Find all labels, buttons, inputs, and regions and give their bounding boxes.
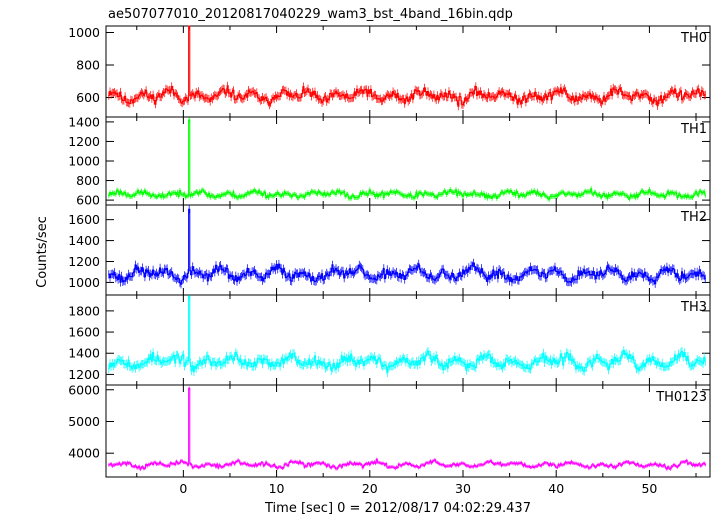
y-tick-label: 600 <box>76 193 100 208</box>
panel-frame <box>105 294 711 386</box>
y-tick-label: 1400 <box>68 233 100 248</box>
light-curve-line <box>108 387 706 470</box>
series-label: TH2 <box>680 210 707 225</box>
error-bars <box>108 205 706 289</box>
error-bars <box>108 26 706 111</box>
y-tick-label: 1800 <box>68 303 100 318</box>
chart-title: ae507077010_20120817040229_wam3_bst_4ban… <box>108 7 513 22</box>
x-axis-label: Time [sec] 0 = 2012/08/17 04:02:29.437 <box>264 501 531 516</box>
y-tick-label: 4000 <box>68 446 100 461</box>
x-tick-label: 10 <box>269 481 285 496</box>
series-label: TH0123 <box>655 390 707 405</box>
y-tick-label: 800 <box>76 173 100 188</box>
x-tick-label: 50 <box>641 481 657 496</box>
error-bars <box>108 117 706 202</box>
y-tick-label: 600 <box>76 90 100 105</box>
series-label: TH0 <box>680 31 707 46</box>
y-tick-label: 5000 <box>68 414 100 429</box>
panel-th1: 600 800 1000 1200 1400 TH1 <box>68 114 711 208</box>
panel-frame <box>105 384 711 478</box>
x-tick-label: 20 <box>362 481 378 496</box>
y-tick-label: 1200 <box>68 254 100 269</box>
x-tick-label: 30 <box>455 481 471 496</box>
series-label: TH3 <box>680 300 707 315</box>
panel-th0123: 4000 5000 6000 TH0123 0 10 20 30 40 50 <box>68 382 711 496</box>
error-bars <box>108 386 706 471</box>
y-tick-label: 1600 <box>68 325 100 340</box>
error-bars <box>108 295 706 378</box>
y-tick-label: 800 <box>76 58 100 73</box>
y-tick-label: 1600 <box>68 212 100 227</box>
panel-th3: 1200 1400 1600 1800 TH3 <box>68 294 711 386</box>
light-curve-line <box>108 25 706 107</box>
x-tick-label: 0 <box>179 481 187 496</box>
y-tick-label: 1400 <box>68 346 100 361</box>
y-tick-label: 1200 <box>68 134 100 149</box>
y-tick-label: 1000 <box>68 275 100 290</box>
y-tick-label: 1000 <box>68 154 100 169</box>
x-tick-label: 40 <box>548 481 564 496</box>
panel-th2: 1000 1200 1400 1600 TH2 <box>68 204 711 296</box>
y-tick-label: 1400 <box>68 114 100 129</box>
y-tick-label: 6000 <box>68 382 100 397</box>
panels-group: 600 800 1000 TH0 600 800 1000 1200 1400 TH1 1000 12… <box>68 25 711 496</box>
panel-frame <box>105 204 711 296</box>
series-label: TH1 <box>680 122 707 137</box>
panel-th0: 600 800 1000 TH0 <box>68 25 711 118</box>
light-curve-line <box>108 119 706 200</box>
y-axis-label: Counts/sec <box>35 216 50 288</box>
light-curve-line <box>108 208 706 285</box>
y-tick-label: 1200 <box>68 367 100 382</box>
y-tick-label: 1000 <box>68 25 100 40</box>
